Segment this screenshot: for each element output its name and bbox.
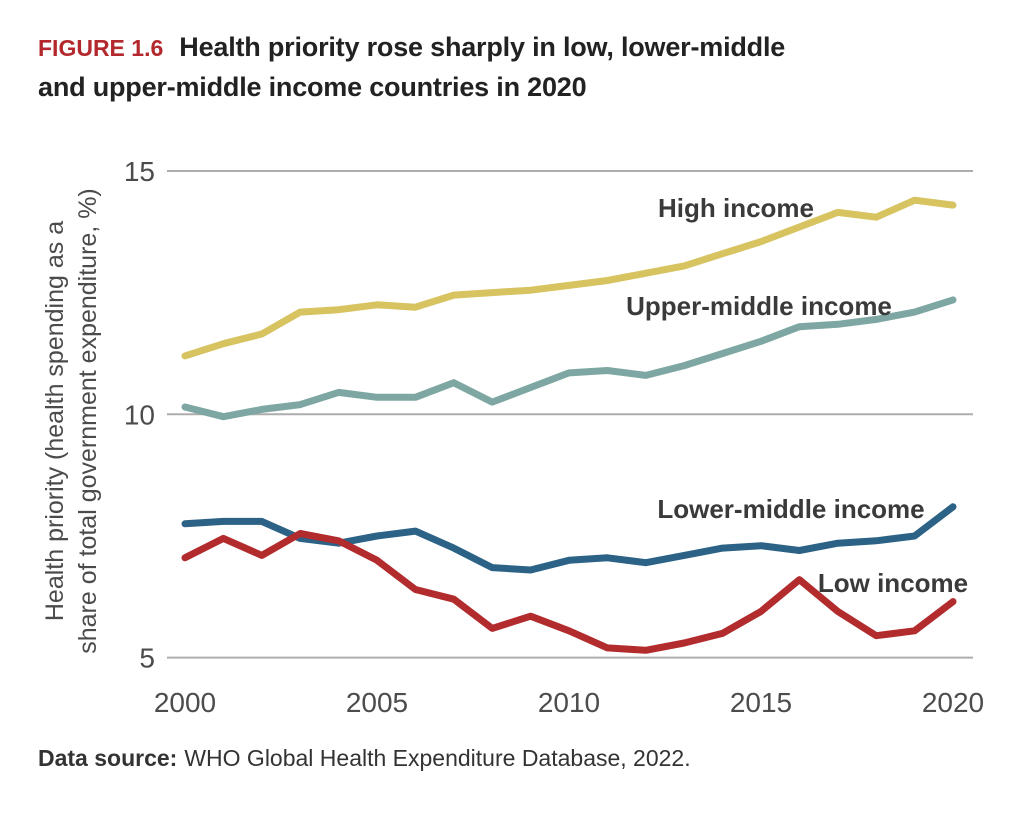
series-line-upper-middle-income	[181, 296, 957, 421]
series-label-low-income: Low income	[818, 568, 968, 598]
line-chart: 15 10 5 2000 2005 2010 2015 2020 High income Uppe…	[124, 156, 984, 718]
y-axis-title: Health priority (health spending as a sh…	[39, 111, 105, 731]
x-tick-2000: 2000	[154, 687, 216, 718]
figure-title-block: FIGURE 1.6 Health priority rose sharply i…	[38, 28, 838, 107]
series-label-high-income: High income	[658, 193, 814, 223]
x-tick-2015: 2015	[730, 687, 792, 718]
data-source: Data source: WHO Global Health Expenditur…	[38, 745, 691, 772]
x-tick-2005: 2005	[346, 687, 408, 718]
y-tick-10: 10	[124, 399, 155, 430]
series-line-high-income	[181, 196, 957, 360]
figure-number: FIGURE 1.6	[38, 35, 164, 61]
data-source-text: WHO Global Health Expenditure Database, …	[184, 745, 691, 771]
x-tick-2020: 2020	[922, 687, 984, 718]
series-label-lower-middle-income: Lower-middle income	[657, 494, 924, 524]
series-label-upper-middle-income: Upper-middle income	[626, 291, 892, 321]
data-source-label: Data source:	[38, 745, 178, 771]
series-line-low-income	[181, 530, 957, 654]
y-axis-title-line2: share of total government expenditure, %…	[74, 188, 102, 654]
series-line-lower-middle-income	[181, 503, 957, 574]
y-tick-5: 5	[139, 643, 155, 674]
y-tick-15: 15	[124, 156, 155, 187]
y-axis-title-line1: Health priority (health spending as a	[41, 220, 69, 622]
x-tick-2010: 2010	[538, 687, 600, 718]
page-title: Health priority rose sharply in low, low…	[38, 32, 786, 102]
